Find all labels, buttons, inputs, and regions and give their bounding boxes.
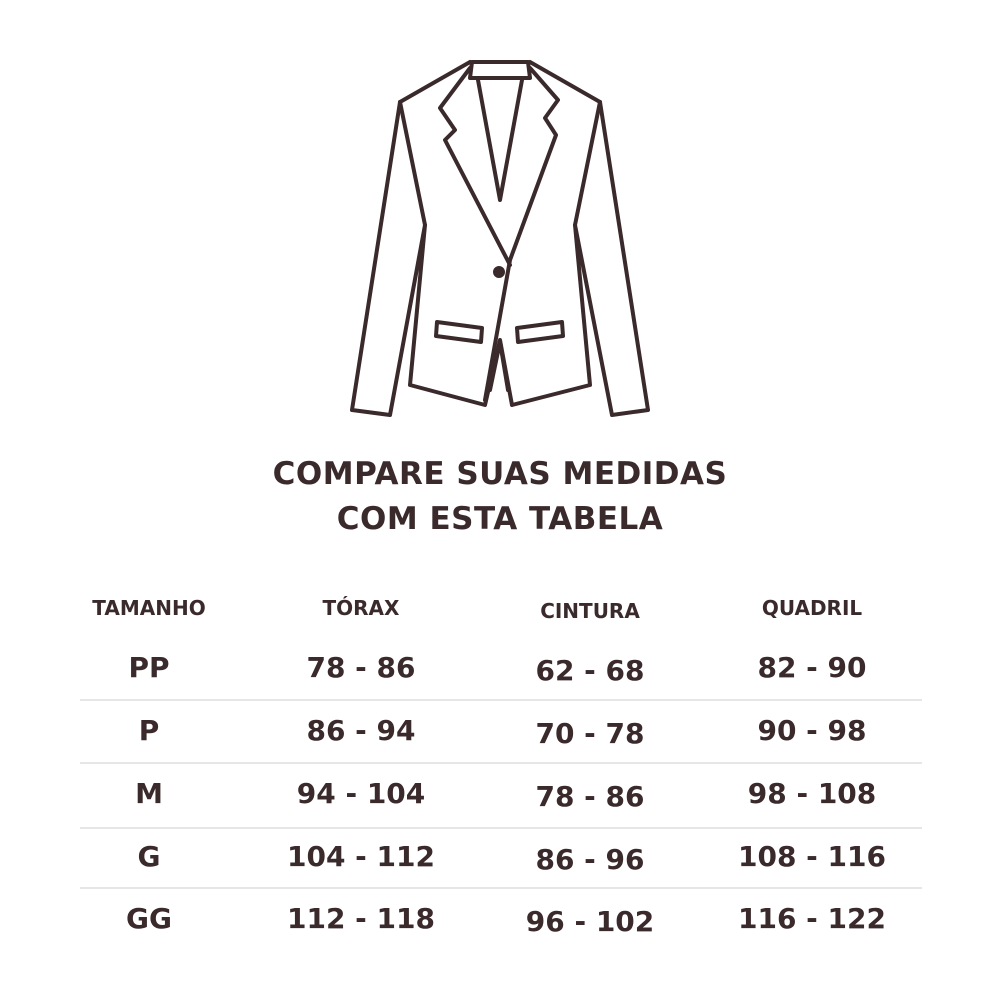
header-torax: TÓRAX [322, 596, 400, 620]
row-divider [80, 699, 922, 701]
cell-quadril: 82 - 90 [757, 651, 867, 684]
cell-size: M [135, 777, 163, 810]
cell-cintura: 62 - 68 [535, 654, 645, 687]
cell-size: GG [126, 902, 172, 935]
row-divider [80, 887, 922, 889]
header-cintura: CINTURA [540, 599, 640, 623]
header-tamanho: TAMANHO [92, 596, 206, 620]
cell-torax: 94 - 104 [296, 777, 426, 810]
cell-quadril: 116 - 122 [737, 902, 886, 935]
cell-cintura: 70 - 78 [535, 717, 645, 750]
cell-size: PP [128, 651, 170, 684]
cell-size: P [138, 714, 160, 747]
title-line-2: COM ESTA TABELA [336, 501, 664, 537]
cell-cintura: 78 - 86 [535, 780, 645, 813]
cell-torax: 104 - 112 [286, 840, 435, 873]
cell-cintura: 96 - 102 [525, 905, 655, 938]
cell-quadril: 90 - 98 [757, 714, 867, 747]
cell-quadril: 98 - 108 [747, 777, 877, 810]
cell-quadril: 108 - 116 [737, 840, 886, 873]
cell-torax: 112 - 118 [286, 902, 435, 935]
title-line-1: COMPARE SUAS MEDIDAS [272, 456, 728, 492]
cell-size: G [137, 840, 161, 873]
header-quadril: QUADRIL [761, 596, 863, 620]
row-divider [80, 762, 922, 764]
blazer-jacket-icon [350, 60, 650, 417]
cell-torax: 86 - 94 [306, 714, 416, 747]
cell-torax: 78 - 86 [306, 651, 416, 684]
cell-cintura: 86 - 96 [535, 843, 645, 876]
row-divider [80, 827, 922, 829]
